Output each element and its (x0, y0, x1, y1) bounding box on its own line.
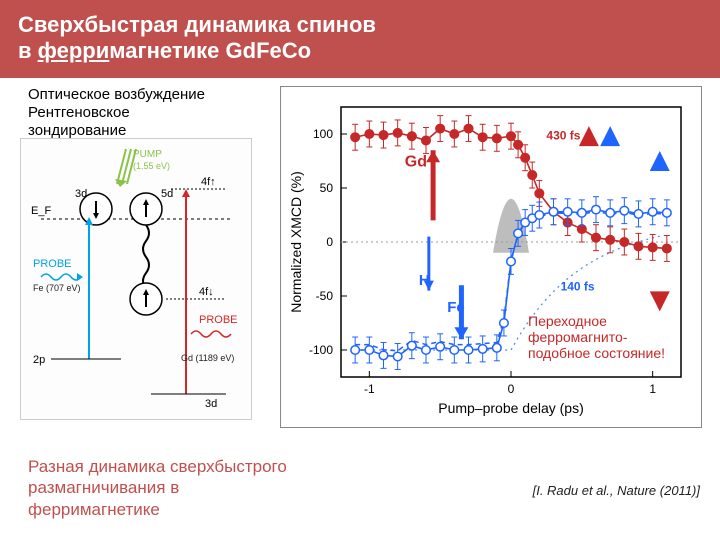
svg-text:-100: -100 (309, 343, 333, 357)
svg-text:5d: 5d (161, 188, 173, 200)
svg-text:4f↑: 4f↑ (201, 176, 216, 188)
citation: [I. Radu et al., Nature (2011)] (533, 483, 700, 498)
svg-text:Normalized XMCD (%): Normalized XMCD (%) (288, 171, 304, 313)
pump-beam: PUMP (1.55 eV) (115, 149, 170, 187)
svg-text:Fe: Fe (447, 299, 465, 316)
energy-level-diagram: E_F 3d 5d 4f↑ 4f↓ PUMP (1.55 eV) PR (20, 138, 252, 420)
title-line2: в ферримагнетике GdFeCo (18, 38, 702, 64)
svg-text:подобное состояние!: подобное состояние! (528, 345, 665, 361)
svg-text:0: 0 (326, 235, 333, 249)
svg-text:PROBE: PROBE (199, 314, 238, 326)
svg-text:4f↓: 4f↓ (199, 286, 214, 298)
svg-text:2p: 2p (33, 354, 45, 366)
svg-text:Gd: Gd (405, 153, 427, 170)
slide-header: Сверхбыстрая динамика спинов в ферримагн… (0, 0, 720, 78)
svg-text:PUMP: PUMP (133, 149, 162, 160)
svg-text:(1.55 eV): (1.55 eV) (133, 161, 170, 171)
probe-fe: PROBE Fe (707 eV) (33, 217, 93, 359)
svg-text:0: 0 (508, 382, 515, 396)
svg-text:-50: -50 (316, 289, 334, 303)
svg-text:ферромагнито-: ферромагнито- (528, 329, 628, 345)
xmcd-chart: -1 0 1 -100 -50 0 50 100 Gd Fe H 430 fs 140 fs Перехо… (280, 86, 702, 428)
title-line1: Сверхбыстрая динамика спинов (18, 12, 702, 38)
svg-text:Pump–probe delay (ps): Pump–probe delay (ps) (438, 400, 584, 416)
svg-text:100: 100 (313, 127, 333, 141)
svg-text:3d: 3d (205, 398, 217, 410)
svg-text:430 fs: 430 fs (546, 128, 580, 142)
left-caption: Оптическое возбуждение Рентгеновское зон… (28, 86, 205, 140)
slide-body: Оптическое возбуждение Рентгеновское зон… (0, 78, 720, 508)
svg-text:1: 1 (649, 382, 656, 396)
svg-text:Gd (1189 eV): Gd (1189 eV) (181, 353, 234, 363)
svg-text:50: 50 (320, 181, 334, 195)
svg-text:Fe (707 eV): Fe (707 eV) (33, 283, 81, 293)
svg-text:140 fs: 140 fs (561, 280, 595, 294)
svg-text:Переходное: Переходное (528, 313, 607, 329)
svg-text:PROBE: PROBE (33, 258, 72, 270)
svg-text:-1: -1 (364, 382, 375, 396)
bottom-caption: Разная динамика сверхбыстрого размагничи… (28, 456, 287, 520)
svg-text:3d: 3d (75, 188, 87, 200)
ef-label: E_F (31, 205, 51, 217)
svg-text:H: H (419, 272, 430, 289)
